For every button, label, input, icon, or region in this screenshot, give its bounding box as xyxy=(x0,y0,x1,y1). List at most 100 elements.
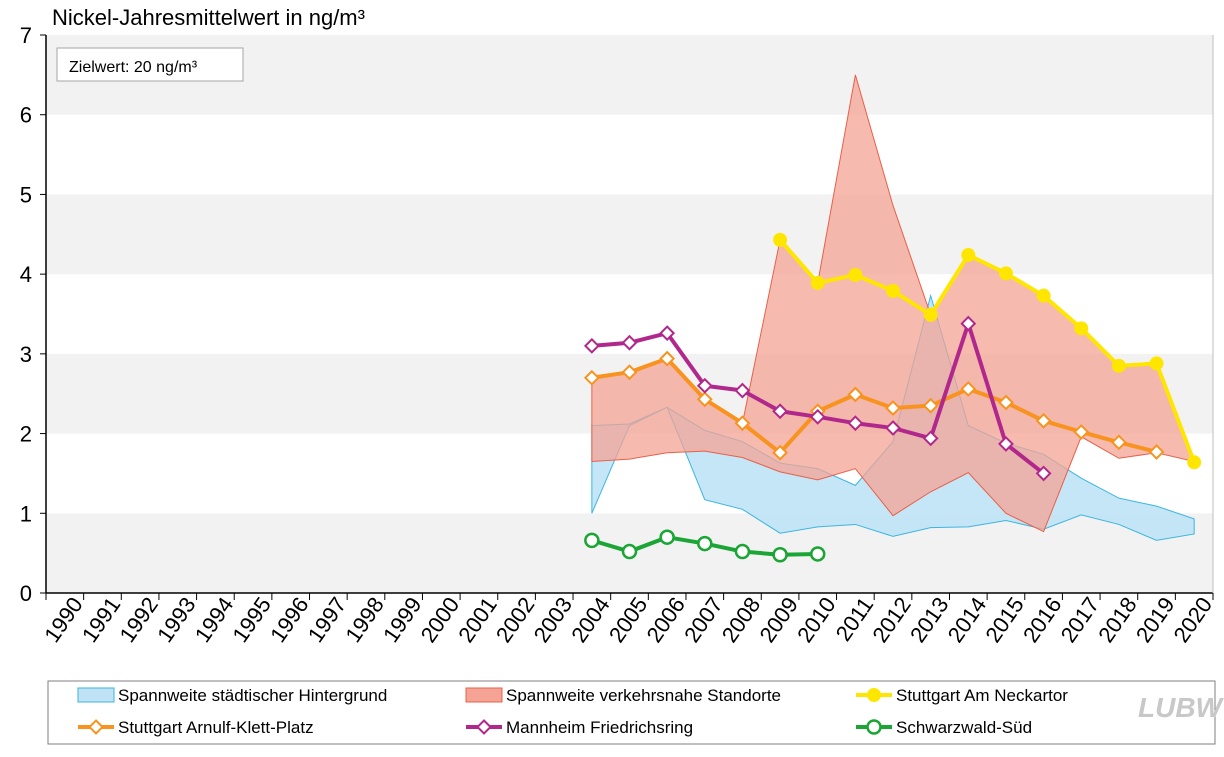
x-tick-label: 2002 xyxy=(491,593,540,647)
data-point xyxy=(998,394,1014,411)
data-point xyxy=(659,325,676,342)
data-point xyxy=(885,400,901,416)
data-point xyxy=(998,266,1013,281)
x-tick-label: 1997 xyxy=(303,593,352,647)
y-tick-label: 5 xyxy=(20,182,32,207)
data-point xyxy=(1035,465,1052,482)
x-tick-label: 2005 xyxy=(604,593,653,647)
data-point xyxy=(848,267,863,282)
target-value-text: Zielwert: 20 ng/m³ xyxy=(69,59,198,76)
data-point xyxy=(773,232,788,247)
data-point xyxy=(734,382,751,399)
x-tick-label: 1992 xyxy=(114,593,163,647)
x-tick-label: 2012 xyxy=(867,593,916,647)
data-point xyxy=(998,436,1014,452)
data-point xyxy=(1036,288,1051,303)
chart-title: Nickel-Jahresmittelwert in ng/m³ xyxy=(52,5,365,30)
legend-box xyxy=(47,680,1216,745)
x-tick-label: 1993 xyxy=(152,593,201,647)
data-point xyxy=(923,307,938,322)
data-point xyxy=(659,529,675,545)
data-point xyxy=(476,719,492,735)
x-tick-label: 2020 xyxy=(1169,593,1218,647)
data-point xyxy=(867,688,881,702)
data-point xyxy=(1111,358,1126,373)
legend-label: Mannheim Friedrichsring xyxy=(506,718,693,737)
data-point xyxy=(809,408,826,425)
x-tick-label: 2008 xyxy=(717,593,766,647)
range-bands xyxy=(591,74,1195,541)
legend-swatch xyxy=(77,687,115,703)
x-tick-label: 2011 xyxy=(831,593,879,646)
x-tick-labels: 1990199119921993199419951996199719981999… xyxy=(39,593,1217,647)
data-point xyxy=(1073,424,1090,440)
y-tick-label: 0 xyxy=(20,581,32,606)
y-tick-labels: 0 1 2 3 4 5 6 7 xyxy=(20,23,46,606)
target-value-annotation: Zielwert: 20 ng/m³ xyxy=(56,47,244,82)
data-point xyxy=(88,719,104,735)
y-tick-label: 3 xyxy=(20,342,32,367)
data-point xyxy=(847,415,864,432)
legend-label: Spannweite städtischer Hintergrund xyxy=(118,686,387,705)
data-point xyxy=(922,397,939,414)
range-band xyxy=(591,74,1195,533)
x-tick-label: 2006 xyxy=(642,593,691,647)
y-tick-label: 1 xyxy=(20,501,32,526)
data-point xyxy=(772,444,788,461)
data-point xyxy=(885,420,901,436)
x-tick-label: 2016 xyxy=(1018,593,1067,647)
x-tick-label: 1999 xyxy=(378,593,427,647)
x-tick-label: 2010 xyxy=(792,593,841,647)
x-tick-label: 1994 xyxy=(190,593,239,647)
x-tick-label: 2014 xyxy=(943,593,992,647)
data-point xyxy=(810,275,825,290)
x-tick-label: 1995 xyxy=(227,593,276,647)
data-point xyxy=(960,381,977,397)
legend-label: Stuttgart Am Neckartor xyxy=(896,686,1068,705)
x-tick-label: 2017 xyxy=(1056,593,1105,647)
x-tick-label: 2009 xyxy=(754,593,803,647)
data-point xyxy=(734,543,751,560)
x-tick-label: 1990 xyxy=(39,593,88,647)
x-tick-label: 2000 xyxy=(416,593,465,647)
data-point xyxy=(697,535,713,552)
data-point xyxy=(960,315,977,332)
y-tick-label: 2 xyxy=(20,422,32,447)
data-point xyxy=(922,430,939,447)
legend: Spannweite städtischer Hintergrund Spannw… xyxy=(47,680,1216,745)
x-tick-label: 2004 xyxy=(566,593,615,647)
data-point xyxy=(1149,356,1164,371)
x-tick-label: 2007 xyxy=(679,593,728,647)
data-point xyxy=(584,532,600,549)
data-point xyxy=(1035,412,1052,429)
data-point xyxy=(961,248,976,263)
y-tick-label: 6 xyxy=(20,103,32,128)
data-point xyxy=(866,719,882,735)
axes xyxy=(45,35,1214,594)
x-tick-label: 1998 xyxy=(340,593,389,647)
series-line xyxy=(591,356,1158,455)
data-point xyxy=(621,543,638,560)
data-point xyxy=(696,391,713,408)
data-point xyxy=(621,364,638,381)
x-tick-label: 2018 xyxy=(1093,593,1142,647)
legend-label: Stuttgart Arnulf-Klett-Platz xyxy=(118,718,314,737)
gridlines xyxy=(45,593,1214,600)
data-point xyxy=(809,546,826,562)
y-tick-label: 4 xyxy=(20,262,32,287)
x-tick-label: 2001 xyxy=(453,593,502,647)
data-point xyxy=(621,334,638,351)
data-point xyxy=(847,386,864,403)
series-lines xyxy=(583,232,1202,563)
data-point xyxy=(1148,443,1165,460)
data-point xyxy=(583,337,600,354)
data-point xyxy=(734,415,751,432)
plot-band xyxy=(46,194,1213,275)
logo-text: LUBW xyxy=(1138,692,1224,723)
data-point xyxy=(1110,434,1127,451)
x-tick-label: 2013 xyxy=(905,593,954,647)
legend-label: Spannweite verkehrsnahe Standorte xyxy=(506,686,781,705)
data-point xyxy=(1074,321,1089,336)
